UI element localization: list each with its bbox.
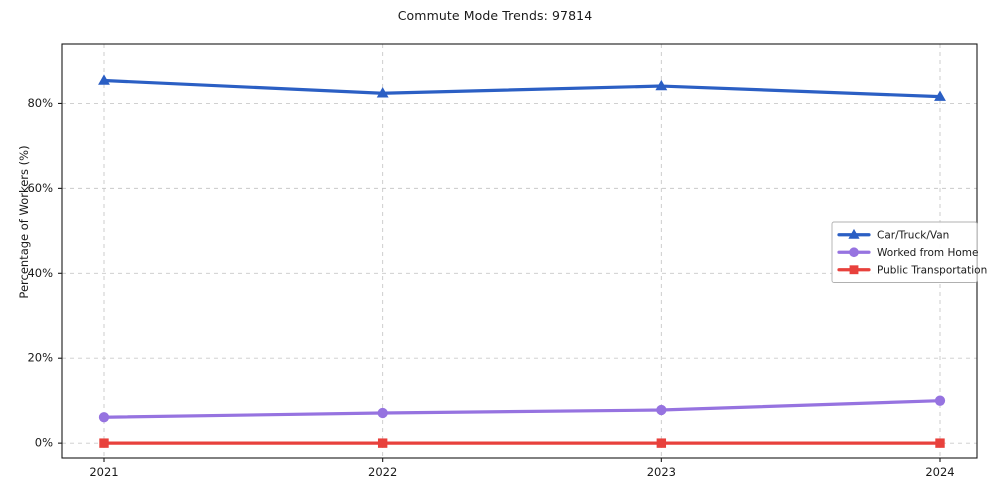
series-marker — [98, 74, 110, 85]
legend-marker-icon — [849, 265, 859, 275]
chart-title: Commute Mode Trends: 97814 — [397, 8, 593, 23]
legend-item-label[interactable]: Car/Truck/Van — [877, 229, 949, 241]
legend-marker-icon — [849, 247, 859, 258]
series-marker — [98, 412, 110, 423]
series-line — [102, 78, 942, 99]
x-tick-labels-group: 2021 2022 2023 2024 — [89, 465, 954, 479]
y-tick-labels-group: 0% 20% 40% 60% 80% — [27, 96, 53, 450]
y-tick-label: 0% — [35, 436, 53, 450]
series-marker — [99, 438, 109, 448]
data-series — [99, 438, 945, 448]
y-tick-label: 20% — [27, 351, 53, 365]
legend-item-label[interactable]: Public Transportation — [877, 264, 987, 276]
series-marker — [655, 79, 668, 91]
series-marker — [376, 87, 389, 98]
data-series-group — [98, 74, 946, 448]
series-marker — [934, 90, 946, 101]
series-line — [102, 399, 942, 419]
chart-legend[interactable]: Car/Truck/Van Worked from Home Public Tran… — [831, 221, 987, 283]
y-tick-label: 40% — [27, 266, 53, 280]
series-marker — [656, 404, 667, 416]
x-tick-label: 2022 — [368, 465, 397, 479]
y-tick-label: 60% — [27, 181, 53, 195]
series-marker — [377, 438, 388, 448]
data-series — [98, 395, 946, 423]
y-tick-label: 80% — [27, 96, 53, 110]
x-tick-label: 2021 — [89, 465, 118, 479]
legend-box — [831, 221, 978, 283]
legend-item-label[interactable]: Worked from Home — [877, 247, 978, 259]
legend-marker-icon — [848, 228, 860, 239]
series-marker — [935, 438, 945, 448]
series-marker — [934, 395, 946, 406]
x-tick-label: 2023 — [647, 465, 676, 479]
data-series — [98, 74, 946, 101]
tick-marks-group — [58, 102, 941, 462]
series-marker — [656, 438, 667, 448]
series-marker — [377, 407, 388, 419]
x-tick-label: 2024 — [925, 465, 954, 479]
